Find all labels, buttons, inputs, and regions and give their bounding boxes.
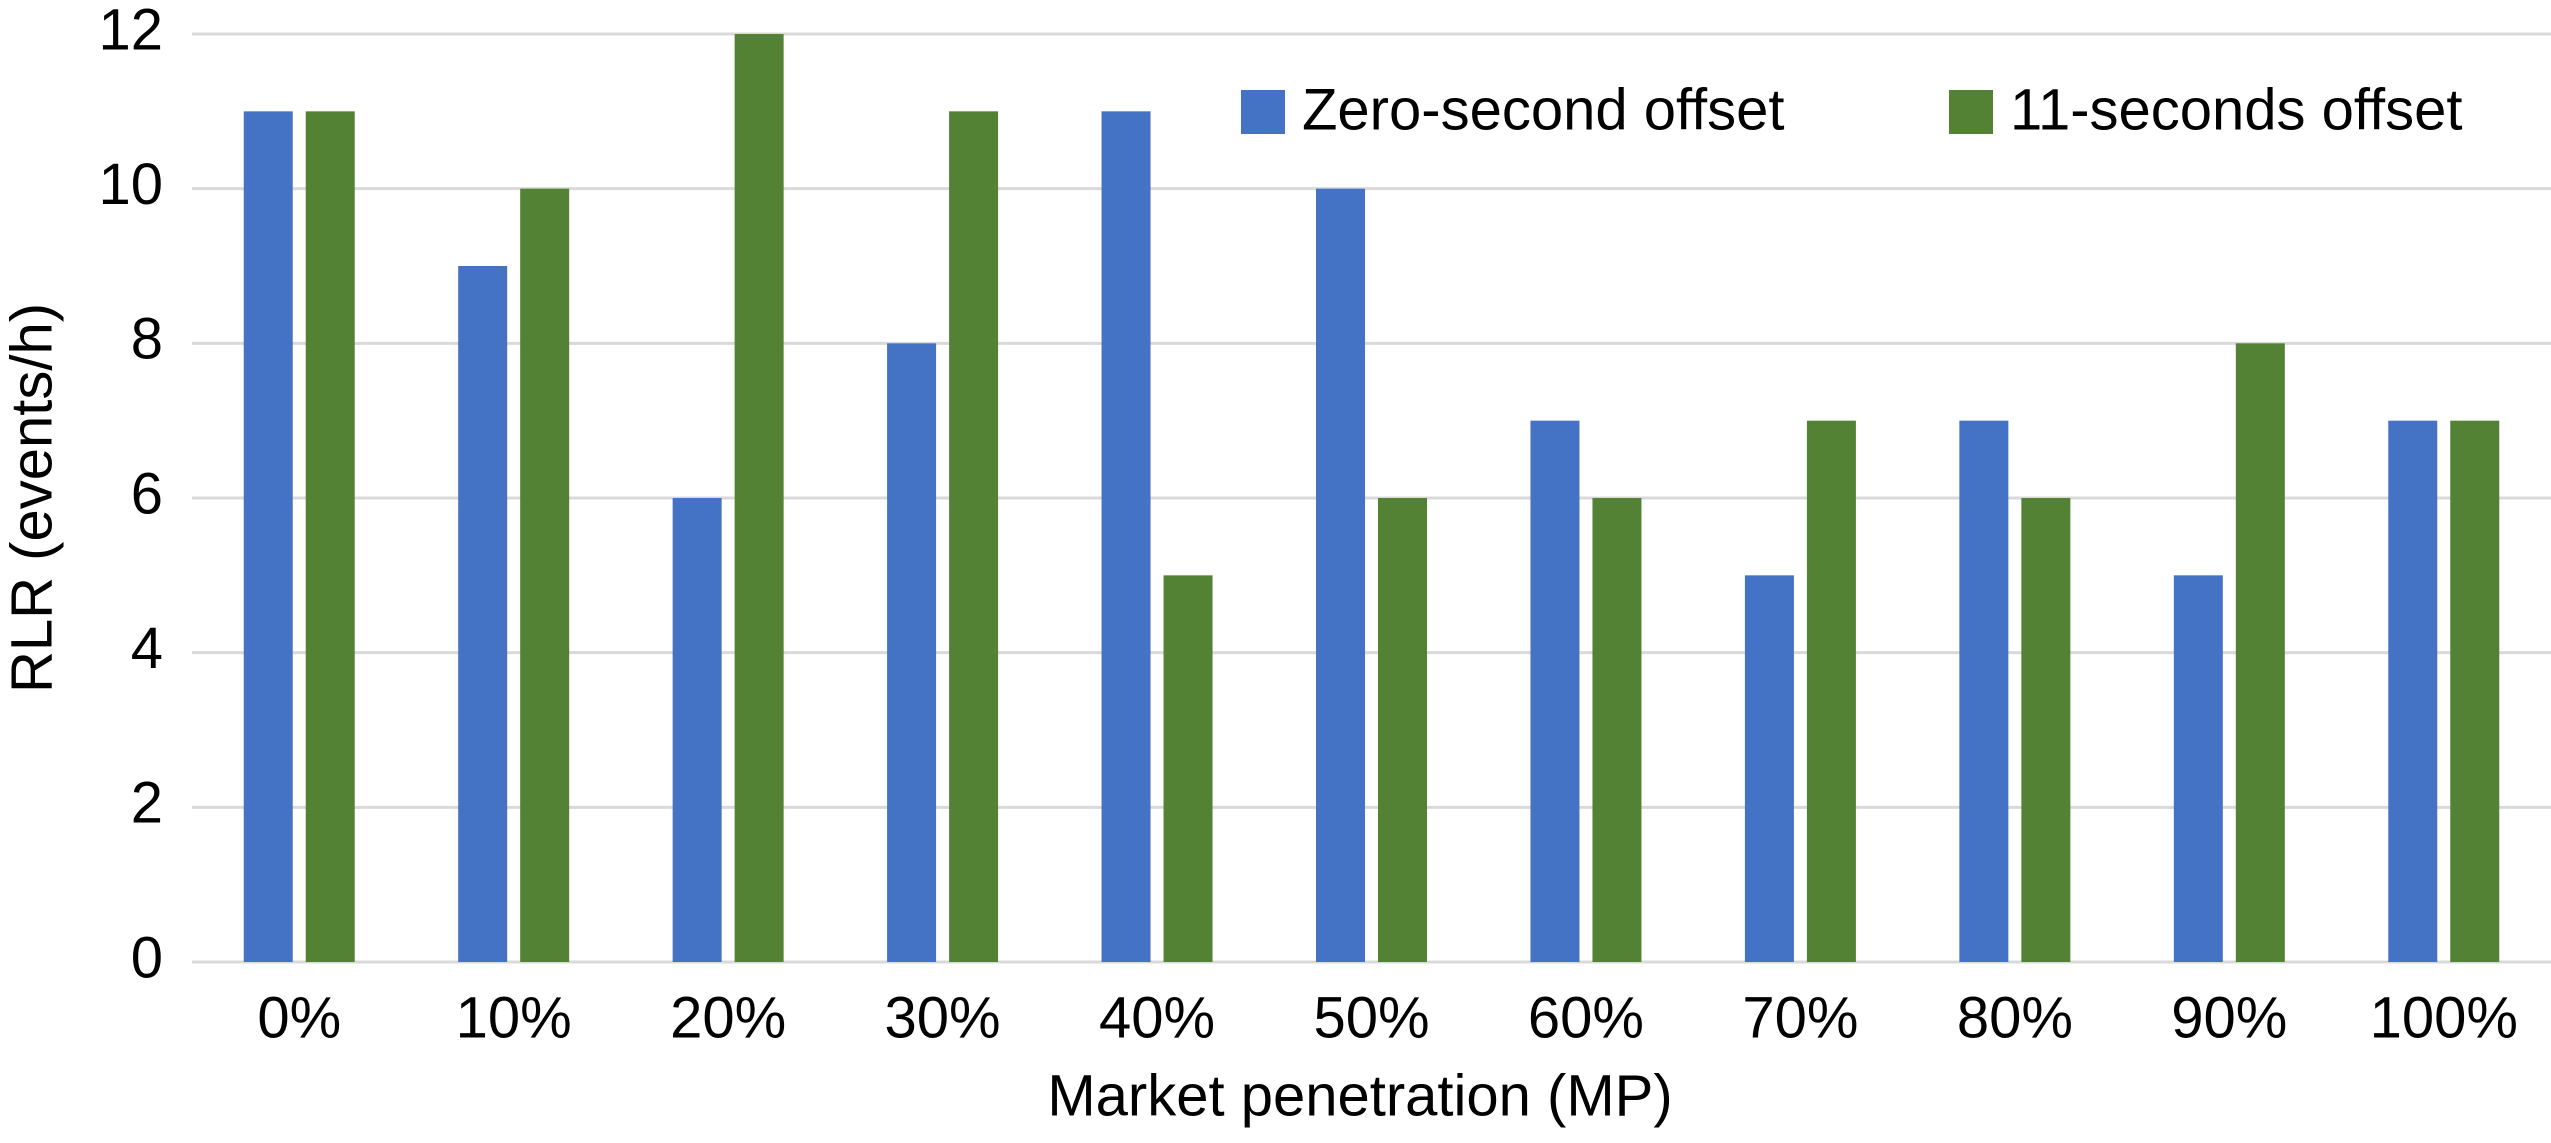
x-tick-label: 20% xyxy=(670,985,786,1050)
bar xyxy=(1316,188,1365,962)
y-tick-label: 0 xyxy=(131,925,163,990)
y-tick-label: 10 xyxy=(98,152,163,217)
bar xyxy=(2173,575,2223,962)
bar xyxy=(243,111,293,963)
bar xyxy=(1101,111,1151,963)
x-tick-label: 90% xyxy=(2171,985,2287,1050)
y-tick-label: 4 xyxy=(131,616,163,681)
x-tick-label: 60% xyxy=(1528,985,1644,1050)
y-tick-label: 8 xyxy=(131,307,163,372)
bar xyxy=(2235,343,2285,962)
legend-label: 11-seconds offset xyxy=(2010,77,2462,142)
bar xyxy=(1530,420,1580,963)
bar xyxy=(734,34,784,962)
y-axis-title: RLR (events/h) xyxy=(0,303,64,693)
bar xyxy=(2388,420,2438,963)
x-tick-label: 50% xyxy=(1313,985,1429,1050)
x-tick-label: 40% xyxy=(1099,985,1215,1050)
bar xyxy=(1959,420,2009,963)
x-tick-label: 80% xyxy=(1957,985,2073,1050)
bar xyxy=(2450,420,2500,963)
x-tick-label: 30% xyxy=(885,985,1001,1050)
bar xyxy=(949,111,999,963)
x-tick-label: 0% xyxy=(257,985,341,1050)
legend-label: Zero-second offset xyxy=(1302,77,1785,142)
bar xyxy=(1806,420,1856,963)
bar xyxy=(458,266,508,962)
bar xyxy=(887,343,937,962)
legend-swatch xyxy=(1241,90,1285,134)
x-tick-label: 10% xyxy=(456,985,572,1050)
bar xyxy=(305,111,355,963)
bar xyxy=(1592,498,1642,962)
x-axis-title: Market penetration (MP) xyxy=(1047,1063,1672,1128)
bar xyxy=(520,188,570,962)
legend-swatch xyxy=(1949,90,1993,134)
bar xyxy=(2021,498,2071,962)
bar xyxy=(1163,575,1213,962)
bar xyxy=(1378,498,1427,962)
x-tick-label: 70% xyxy=(1742,985,1858,1050)
y-tick-label: 12 xyxy=(98,0,163,62)
bar xyxy=(672,498,722,962)
y-tick-label: 6 xyxy=(131,461,163,526)
y-tick-label: 2 xyxy=(131,771,163,836)
x-tick-label: 100% xyxy=(2370,985,2518,1050)
bar xyxy=(1744,575,1794,962)
